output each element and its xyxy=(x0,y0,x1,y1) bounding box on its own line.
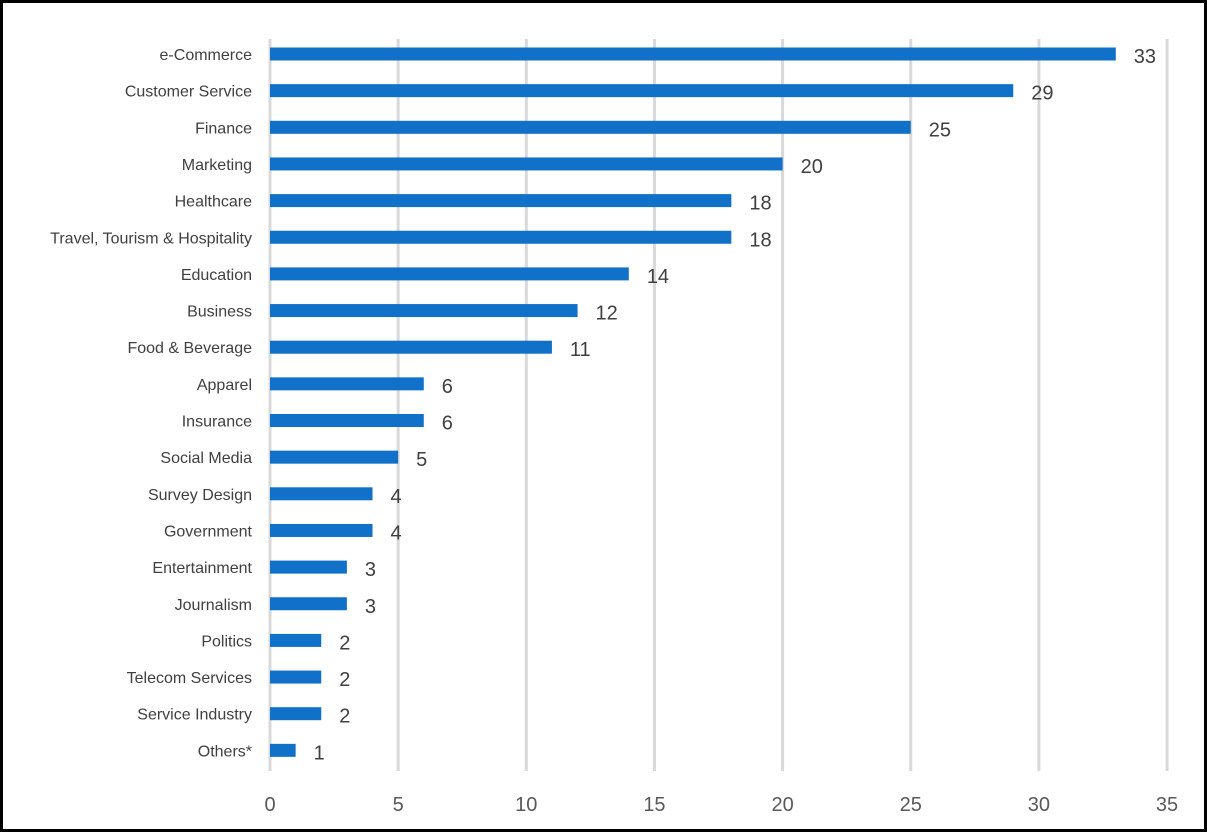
bar xyxy=(270,450,399,464)
category-labels: e-Commerce Customer Service Finance Marketi… xyxy=(50,47,252,760)
bar-chart: e-Commerce Customer Service Finance Marketi… xyxy=(50,39,1178,816)
data-label: 1 xyxy=(314,742,325,764)
data-label: 4 xyxy=(391,486,402,508)
data-label: 6 xyxy=(442,413,453,435)
category-label: e-Commerce xyxy=(160,47,253,64)
bar xyxy=(270,560,347,574)
data-label: 20 xyxy=(801,156,823,178)
bar xyxy=(270,267,629,281)
data-label: 2 xyxy=(339,632,350,654)
data-label: 29 xyxy=(1031,83,1053,105)
data-label: 14 xyxy=(647,266,669,288)
bar xyxy=(270,47,1116,61)
x-tick-label: 20 xyxy=(771,794,793,816)
x-tick-label: 15 xyxy=(643,794,665,816)
bar xyxy=(270,633,322,647)
category-label: Insurance xyxy=(182,414,252,431)
data-label: 6 xyxy=(442,376,453,398)
bar xyxy=(270,340,552,354)
category-label: Travel, Tourism & Hospitality xyxy=(50,230,252,247)
category-label: Survey Design xyxy=(148,487,252,504)
data-label: 2 xyxy=(339,669,350,691)
category-label: Education xyxy=(181,267,252,284)
bar xyxy=(270,230,732,244)
x-tick-label: 35 xyxy=(1156,794,1178,816)
data-label: 18 xyxy=(749,229,771,251)
category-label: Journalism xyxy=(175,597,252,614)
bar xyxy=(270,670,322,684)
category-label: Government xyxy=(164,523,253,540)
data-label: 33 xyxy=(1134,46,1156,68)
bars xyxy=(270,47,1116,757)
bar xyxy=(270,157,783,171)
data-label: 3 xyxy=(365,559,376,581)
x-tick-label: 10 xyxy=(515,794,537,816)
category-label: Customer Service xyxy=(125,84,252,101)
x-tick-label: 5 xyxy=(393,794,404,816)
category-label: Finance xyxy=(195,120,252,137)
data-label: 3 xyxy=(365,596,376,618)
data-label: 25 xyxy=(929,119,951,141)
category-label: Marketing xyxy=(182,157,252,174)
bar xyxy=(270,377,424,391)
x-tick-label: 25 xyxy=(900,794,922,816)
data-label: 12 xyxy=(596,303,618,325)
gridlines xyxy=(268,39,1169,771)
data-label: 5 xyxy=(416,449,427,471)
category-label: Apparel xyxy=(197,377,252,394)
x-tick-label: 0 xyxy=(264,794,275,816)
category-label: Healthcare xyxy=(175,194,252,211)
category-label: Others* xyxy=(198,743,252,760)
x-tick-label: 30 xyxy=(1028,794,1050,816)
data-label: 4 xyxy=(391,522,402,544)
bar xyxy=(270,743,296,757)
bar xyxy=(270,523,373,537)
bar xyxy=(270,194,732,208)
bar xyxy=(270,84,1014,98)
bar xyxy=(270,707,322,721)
bar xyxy=(270,414,424,427)
bar xyxy=(270,120,911,134)
category-label: Business xyxy=(187,304,252,321)
data-label: 2 xyxy=(339,706,350,728)
bar xyxy=(270,487,373,501)
category-label: Social Media xyxy=(160,450,252,467)
category-label: Politics xyxy=(201,633,252,650)
category-label: Service Industry xyxy=(137,707,252,724)
category-label: Food & Beverage xyxy=(127,340,252,357)
x-axis-tick-labels: 0 5 10 15 20 25 30 35 xyxy=(264,794,1178,816)
bar xyxy=(270,304,578,318)
category-label: Telecom Services xyxy=(127,670,252,687)
data-label: 18 xyxy=(749,193,771,215)
data-label: 11 xyxy=(570,339,591,361)
bar xyxy=(270,597,347,611)
category-label: Entertainment xyxy=(152,560,252,577)
